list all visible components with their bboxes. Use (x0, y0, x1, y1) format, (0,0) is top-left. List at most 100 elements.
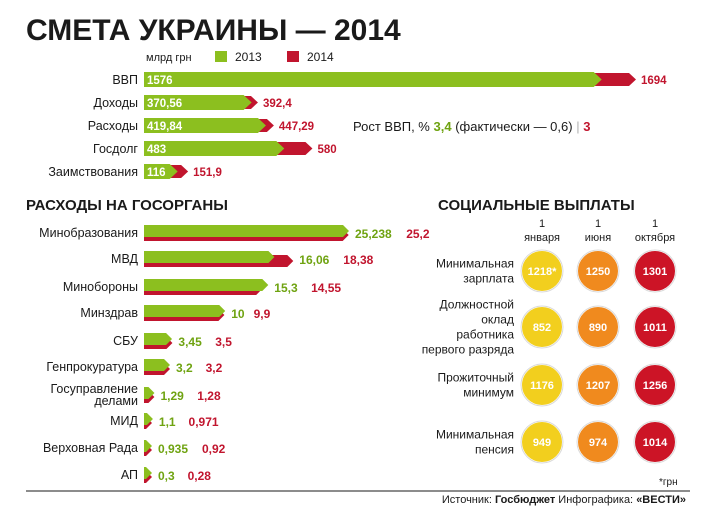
social-payments-title: СОЦИАЛЬНЫЕ ВЫПЛАТЫ (438, 197, 635, 214)
gov-bar-2013 (144, 279, 269, 291)
gov-category-label: АП (121, 468, 138, 482)
payment-circle-outline (576, 305, 620, 349)
budget-category-label: Доходы (94, 96, 138, 110)
gov-value-2013: 16,06 (299, 253, 329, 267)
budget-chart: ВВП 1576 1694 Доходы 370,56 392,4 Расходы 419,8… (48, 72, 667, 179)
payment-value: 852 (533, 322, 551, 334)
payment-value: 1250 (586, 266, 610, 278)
payment-value: 1256 (643, 380, 667, 392)
gov-bar-2013 (144, 440, 152, 452)
budget-value-2014: 392,4 (263, 98, 292, 110)
payment-circle (520, 305, 564, 349)
gov-value-2013: 3,2 (176, 361, 193, 375)
payment-circle (520, 420, 564, 464)
gov-value-2013: 1,1 (159, 415, 176, 429)
payment-circle-outline (520, 249, 564, 293)
payment-value: 890 (589, 322, 607, 334)
payment-value: 1218* (528, 266, 557, 278)
gov-bar-2013 (144, 467, 152, 479)
payment-circle (520, 249, 564, 293)
budget-value-2013: 419,84 (147, 121, 183, 133)
budget-category-label: ВВП (112, 73, 138, 87)
payment-row-label: первого разряда (422, 343, 515, 357)
payment-row-label: оклад (481, 313, 514, 327)
gov-value-2014: 3,5 (215, 335, 232, 349)
gdp-growth-note: Рост ВВП, % 3,4 (фактически — 0,6) | 3 (353, 119, 590, 134)
payment-row-label: Минимальная (436, 257, 514, 271)
payment-column-month: октября (635, 232, 675, 244)
budget-category-label: Расходы (88, 119, 138, 133)
payment-circle-outline (576, 249, 620, 293)
payment-circle-outline (576, 420, 620, 464)
budget-category-label: Госдолг (93, 142, 138, 156)
page-title: СМЕТА УКРАИНЫ — 2014 (26, 14, 401, 47)
gov-bar-2013 (144, 413, 153, 425)
budget-category-label: Заимствования (48, 165, 138, 179)
gov-category-label: Минобразования (39, 226, 138, 240)
gov-bar-2013 (144, 305, 226, 317)
payment-column-month: января (524, 232, 560, 244)
payment-value: 974 (589, 437, 608, 449)
budget-bar-2013 (144, 95, 252, 110)
payment-value: 1207 (586, 380, 610, 392)
footer-credits: Источник: Госбюджет Инфографика: «ВЕСТИ» (442, 494, 686, 506)
payment-circle-outline (633, 363, 677, 407)
gov-value-2014: 0,28 (188, 469, 212, 483)
gov-category-label: Верховная Рада (43, 441, 138, 455)
gov-value-2013: 0,3 (158, 469, 175, 483)
budget-value-2014: 580 (317, 144, 336, 156)
budget-value-2013: 116 (147, 167, 166, 179)
graphics-value: «ВЕСТИ» (636, 494, 686, 506)
payment-circle (633, 249, 677, 293)
payment-circle-outline (633, 249, 677, 293)
payment-circle (633, 363, 677, 407)
gov-value-2014: 0,92 (202, 442, 226, 456)
gov-bodies-chart: Минобразования 25,238 25,2 МВД 16,06 18,38 Мин… (39, 225, 430, 483)
payment-value: 1011 (643, 322, 667, 334)
graphics-label: Инфографика: (558, 494, 633, 506)
gov-bar-2013 (144, 387, 155, 399)
payment-circle (576, 420, 620, 464)
legend-unit: млрд грн (146, 52, 192, 64)
gov-value-2014: 1,28 (197, 389, 221, 403)
gov-category-label: Генпрокуратура (46, 360, 138, 374)
budget-bar-2013 (144, 164, 178, 179)
payment-circle-outline (633, 305, 677, 349)
payment-value: 1014 (643, 437, 668, 449)
payment-column-day: 1 (539, 218, 545, 230)
payment-row-label: минимум (463, 386, 514, 400)
gov-value-2014: 0,971 (189, 415, 219, 429)
payment-circle-outline (520, 363, 564, 407)
legend-swatch-2014 (287, 51, 299, 62)
budget-bar-2013 (144, 72, 602, 87)
gov-value-2013: 1,29 (160, 389, 184, 403)
gdp-growth-actual: (фактически — 0,6) (455, 119, 572, 134)
gov-value-2014: 14,55 (311, 281, 341, 295)
payment-circle (520, 363, 564, 407)
payment-value: 1176 (530, 380, 554, 392)
payment-circle-outline (520, 305, 564, 349)
gov-bar-2013 (144, 359, 170, 371)
gov-category-label: Минздрав (80, 306, 138, 320)
gov-value-2013: 10 (231, 307, 245, 321)
payment-circle (576, 249, 620, 293)
gov-value-2013: 0,935 (158, 442, 188, 456)
gov-category-label: МВД (111, 252, 138, 266)
payment-circle (633, 305, 677, 349)
payment-row-label: зарплата (463, 272, 514, 286)
gdp-growth-prefix: Рост ВВП, % (353, 119, 430, 134)
gov-bodies-title: РАСХОДЫ НА ГОСОРГАНЫ (26, 197, 228, 214)
gov-value-2013: 3,45 (178, 335, 202, 349)
budget-bar-2013 (144, 141, 285, 156)
payment-row-label: Должностной (439, 298, 514, 312)
legend-label-2014: 2014 (307, 50, 334, 64)
payment-circle (576, 363, 620, 407)
gov-value-2014: 18,38 (343, 253, 373, 267)
budget-value-2013: 370,56 (147, 98, 182, 110)
payment-circle (633, 420, 677, 464)
gov-category-label: СБУ (113, 334, 138, 348)
payment-row-label: работника (456, 328, 514, 342)
payment-row-label: Минимальная (436, 428, 514, 442)
payment-circle (576, 305, 620, 349)
payment-circle-outline (520, 420, 564, 464)
